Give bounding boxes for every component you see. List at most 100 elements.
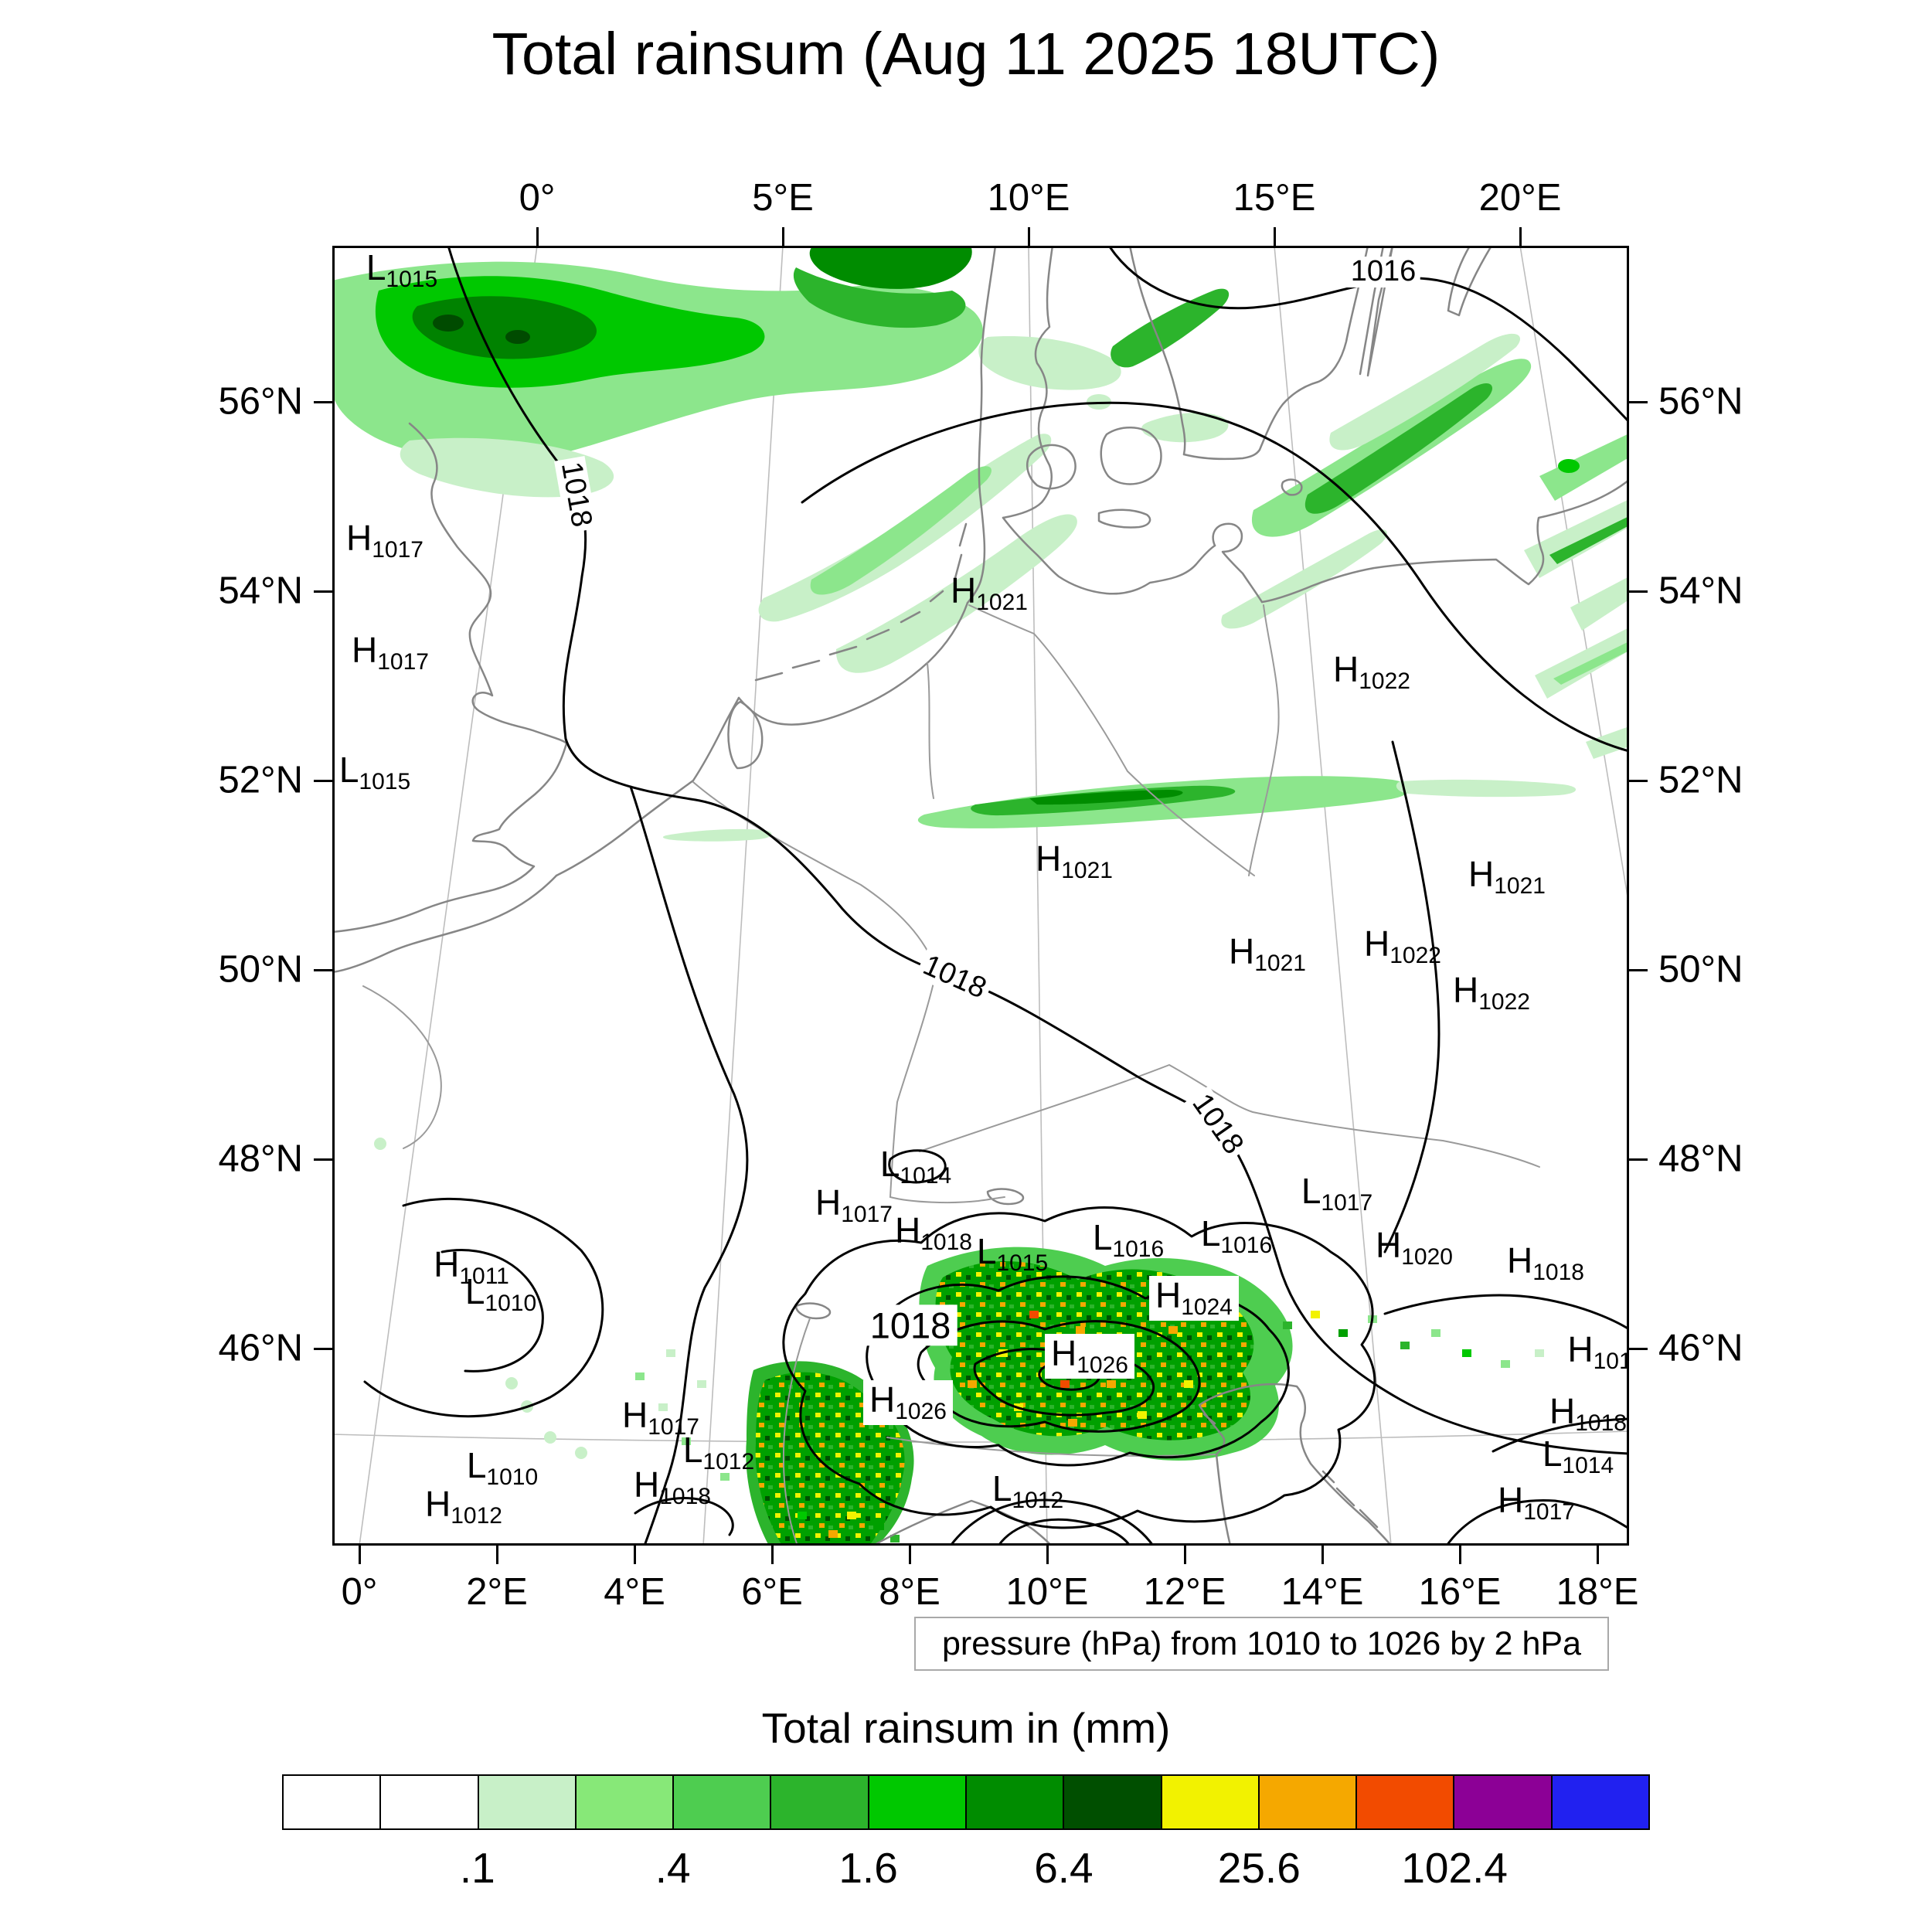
pressure-center-H1026: H1026 — [1045, 1334, 1134, 1379]
pressure-value: 1012 — [702, 1449, 755, 1475]
pressure-letter: H — [1468, 854, 1495, 894]
rainfall-layer — [332, 246, 1629, 1459]
pressure-center-L1014: L1014 — [880, 1146, 951, 1188]
pressure-value: 1021 — [976, 590, 1028, 615]
axis-label-bottom: 16°E — [1418, 1571, 1502, 1613]
axis-label-right: 56°N — [1658, 380, 1743, 423]
pressure-value: 1014 — [1562, 1453, 1614, 1478]
colorbar-cell — [576, 1776, 675, 1828]
pressure-center-H1011: H1011 — [434, 1247, 509, 1288]
pressure-value: 1024 — [1181, 1294, 1233, 1320]
axis-tick — [1629, 780, 1648, 782]
pressure-center-L1015: L1015 — [339, 752, 410, 794]
pressure-letter: H — [425, 1484, 451, 1524]
pressure-letter: L — [464, 1271, 485, 1311]
pressure-letter: L — [338, 750, 359, 790]
pressure-value: 1015 — [996, 1250, 1049, 1276]
colorbar-cell — [674, 1776, 772, 1828]
contour-label-1016: 1016 — [1346, 256, 1420, 287]
pressure-letter: H — [1364, 923, 1390, 964]
pressure-letter: L — [879, 1144, 900, 1184]
pressure-value: 1022 — [1389, 943, 1441, 968]
pressure-letter: H — [622, 1395, 648, 1435]
contour-label-1018: 1018 — [1183, 1085, 1251, 1164]
axis-tick — [314, 969, 332, 971]
axis-tick — [1629, 401, 1648, 403]
pressure-letter: L — [976, 1231, 997, 1271]
axis-label-top: 5°E — [752, 177, 814, 219]
pressure-center-H1026: H1026 — [863, 1380, 953, 1425]
pressure-value: 1018 — [920, 1230, 972, 1255]
axis-label-bottom: 10°E — [1005, 1571, 1089, 1613]
pressure-value: 1021 — [1494, 873, 1546, 899]
pressure-value: 1022 — [1359, 668, 1410, 694]
pressure-center-L1010: L1010 — [467, 1447, 538, 1489]
pressure-letter: L — [1200, 1213, 1221, 1253]
axis-tick — [771, 1546, 774, 1564]
colorbar-cell — [1064, 1776, 1162, 1828]
axis-tick — [536, 227, 539, 246]
pressure-value: 1010 — [486, 1464, 539, 1490]
pressure-letter: H — [1333, 649, 1359, 689]
axis-tick — [1597, 1546, 1599, 1564]
colorbar-cell — [478, 1776, 577, 1828]
pressure-value: 1017 — [648, 1414, 699, 1440]
pressure-value: 1017 — [841, 1202, 893, 1227]
pressure-value: 1010 — [485, 1291, 537, 1316]
colorbar-cell — [1357, 1776, 1455, 1828]
colorbar — [282, 1774, 1650, 1830]
pressure-center-L1017: L1017 — [1301, 1173, 1372, 1215]
pressure-letter: H — [346, 518, 372, 558]
pressure-center-L1015: L1015 — [977, 1233, 1048, 1275]
pressure-value: 101 — [1593, 1349, 1629, 1374]
pressure-value: 1026 — [895, 1399, 947, 1424]
river-layer — [362, 604, 1540, 1546]
colorbar-cell — [381, 1776, 479, 1828]
axis-label-top: 15°E — [1233, 177, 1316, 219]
pressure-letter: H — [1453, 970, 1479, 1010]
pressure-value: 1021 — [1061, 858, 1113, 883]
pressure-center-H1020: H1020 — [1376, 1227, 1453, 1269]
pressure-letter: H — [352, 630, 378, 670]
axis-tick — [1459, 1546, 1461, 1564]
axis-label-top: 20°E — [1478, 177, 1562, 219]
colorbar-tick-label: 102.4 — [1401, 1844, 1508, 1892]
axis-label-top: 0° — [519, 177, 556, 219]
axis-label-left: 50°N — [218, 948, 303, 991]
pressure-value: 1015 — [386, 267, 438, 292]
axis-tick — [1519, 227, 1522, 246]
pressure-center-L1012: L1012 — [992, 1471, 1063, 1512]
map-frame — [332, 246, 1629, 1546]
axis-label-left: 48°N — [218, 1138, 303, 1180]
pressure-letter: H — [1051, 1333, 1077, 1373]
pressure-letter: H — [1567, 1329, 1594, 1369]
pressure-center-L1016: L1016 — [1093, 1219, 1164, 1261]
pressure-center-H1021: H1021 — [1468, 856, 1546, 898]
weather-map: L1015 H1017 H1021 H1017 H1022 L1015 H1021 H1021… — [332, 246, 1629, 1546]
pressure-center-H1012: H1012 — [425, 1486, 502, 1528]
pressure-center-H1021: H1021 — [951, 573, 1028, 614]
chart-title: Total rainsum (Aug 11 2025 18UTC) — [492, 21, 1440, 87]
pressure-letter: H — [895, 1210, 921, 1250]
axis-label-bottom: 18°E — [1556, 1571, 1639, 1613]
axis-label-left: 56°N — [218, 380, 303, 423]
axis-label-bottom: 14°E — [1281, 1571, 1364, 1613]
axis-label-right: 54°N — [1658, 570, 1743, 612]
axis-tick — [909, 1546, 911, 1564]
pressure-center-H1017: H1017 — [352, 632, 429, 674]
pressure-center-L1012: L1012 — [683, 1432, 754, 1474]
contour-label-1018: 1018 — [863, 1304, 957, 1346]
pressure-value: 1017 — [377, 649, 429, 675]
colorbar-cell — [1454, 1776, 1553, 1828]
colorbar-tick-label: .4 — [655, 1844, 691, 1892]
colorbar-cell — [284, 1776, 382, 1828]
pressure-value: 1011 — [459, 1264, 509, 1289]
pressure-value: 1018 — [1575, 1410, 1627, 1436]
axis-label-top: 10°E — [987, 177, 1070, 219]
axis-tick — [1274, 227, 1276, 246]
pressure-center-H101: H101 — [1567, 1332, 1629, 1373]
axis-tick — [314, 1158, 332, 1161]
pressure-letter: H — [815, 1182, 842, 1223]
colorbar-cell — [869, 1776, 967, 1828]
